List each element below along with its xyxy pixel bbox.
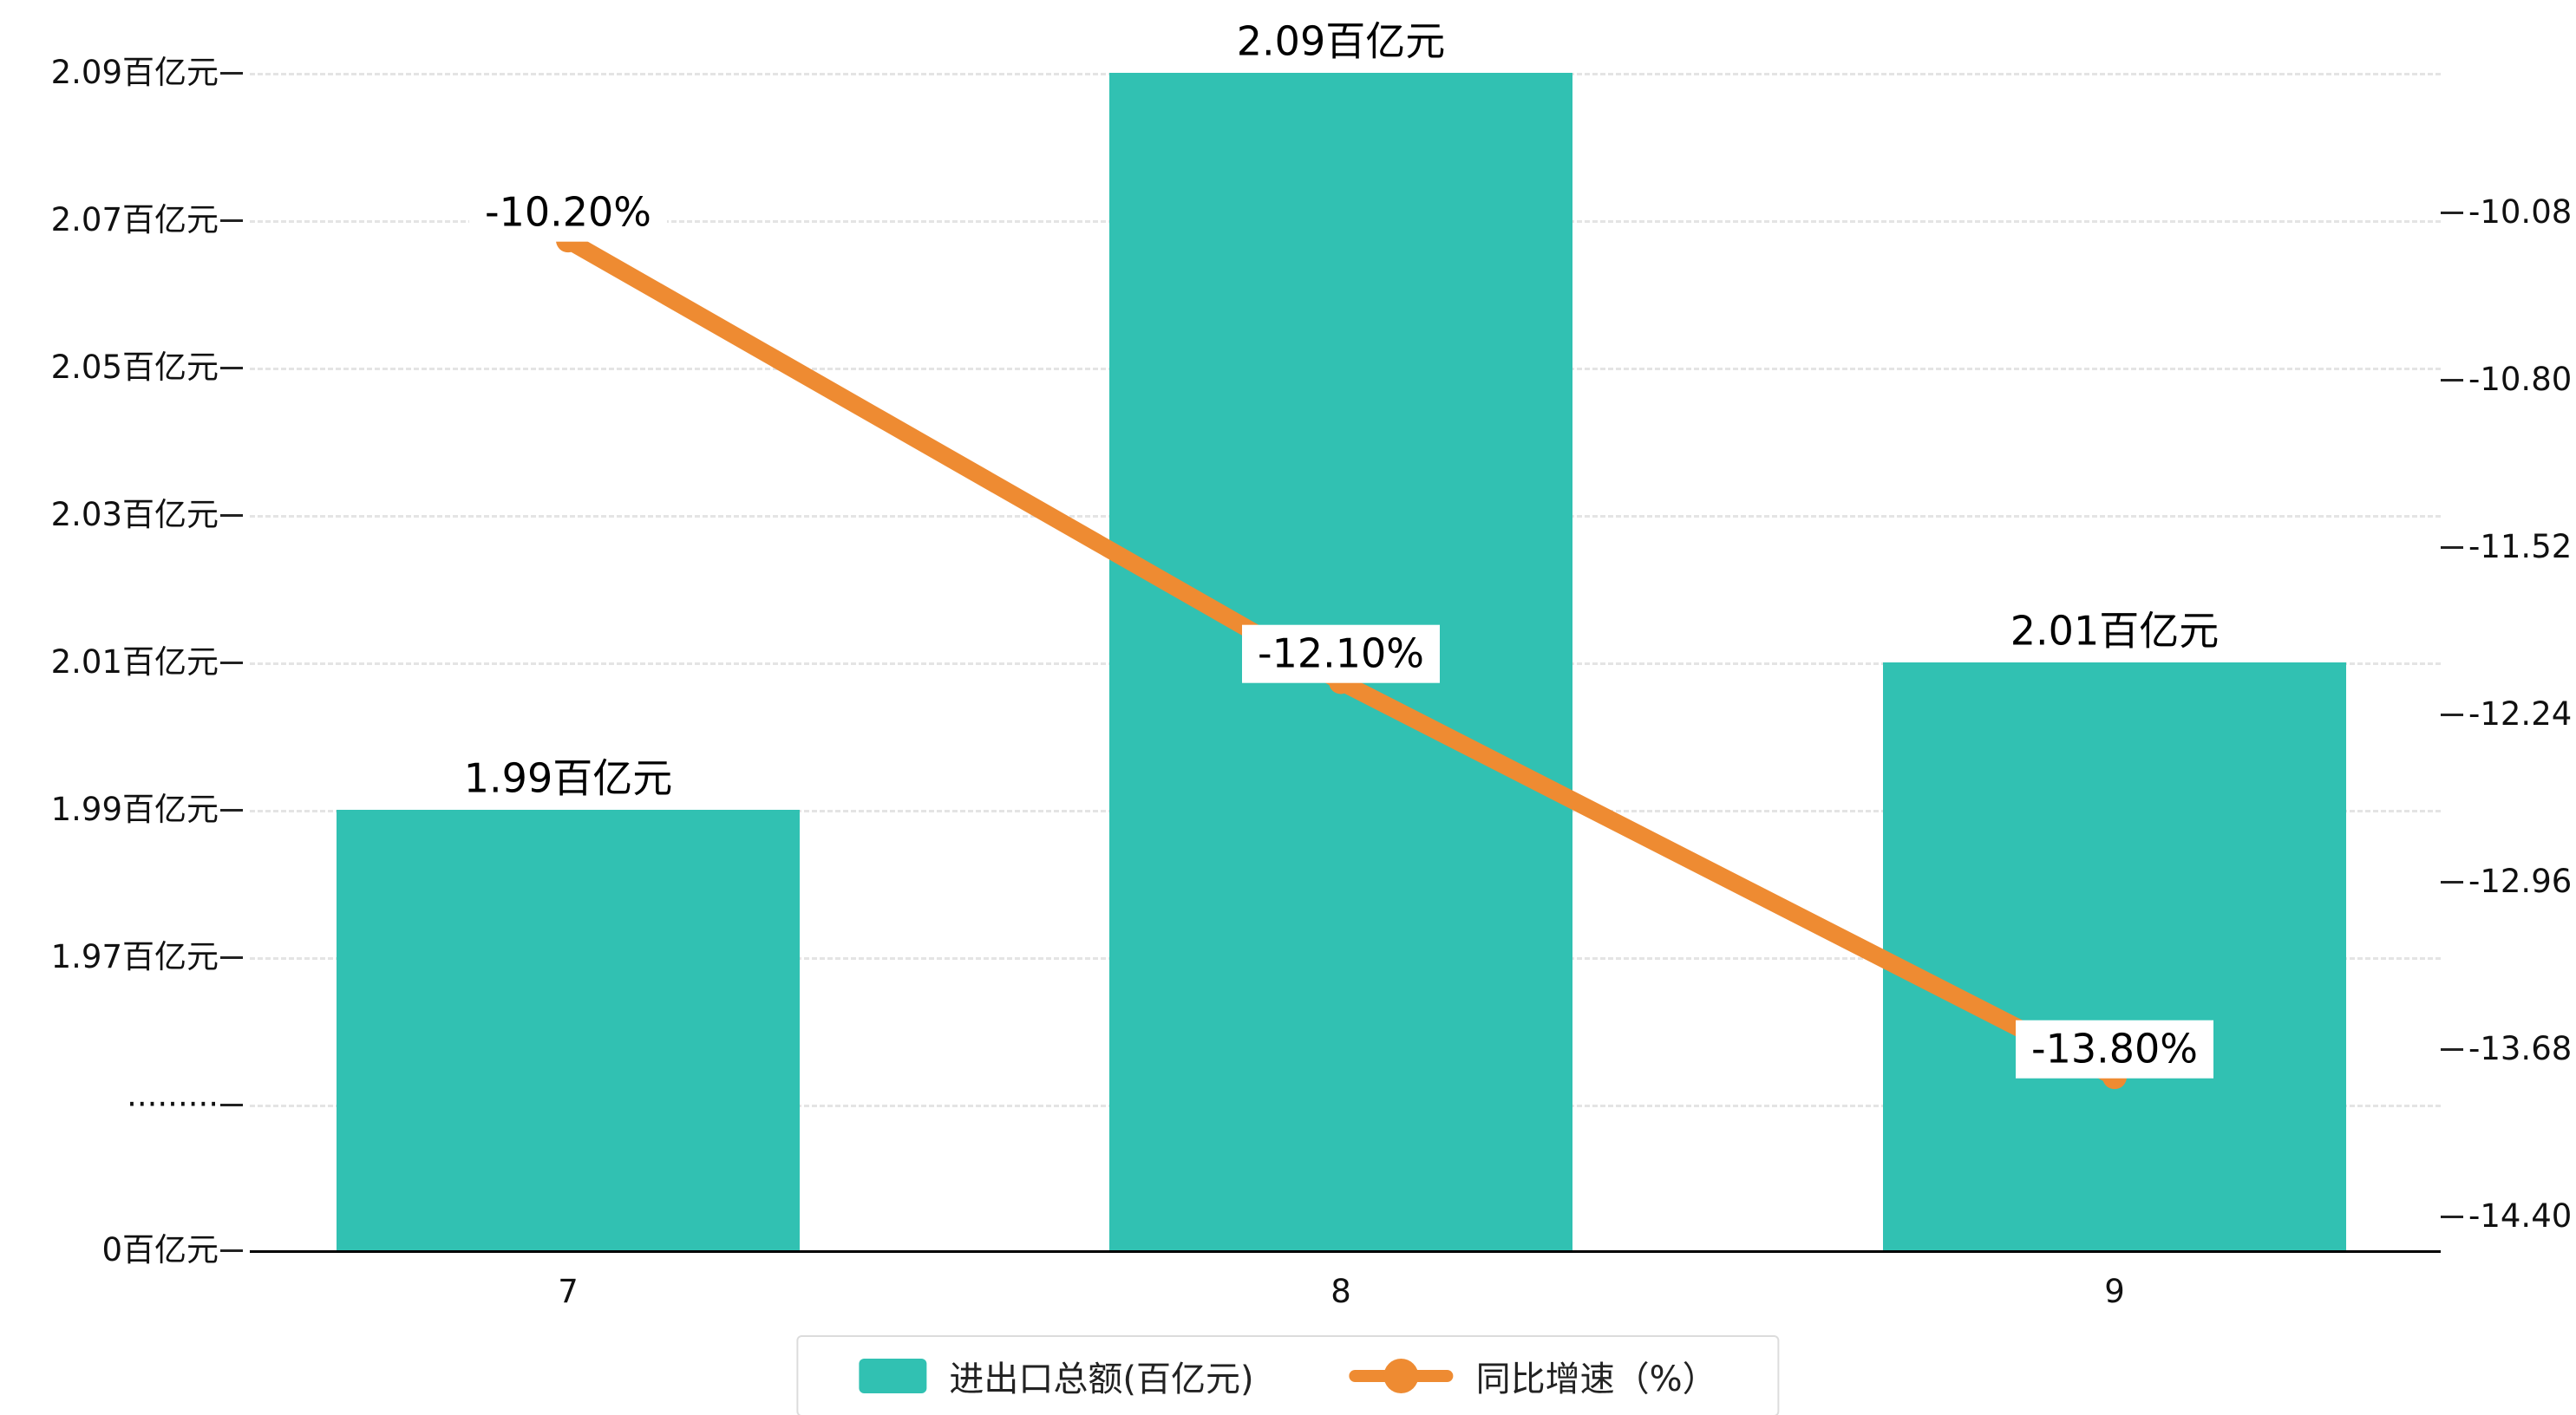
left-axis-tick (220, 219, 243, 222)
right-axis-label: -12.24 (2468, 695, 2573, 733)
x-axis-label: 8 (1330, 1273, 1351, 1310)
right-axis-tick (2441, 1216, 2463, 1218)
left-axis-tick (220, 809, 243, 812)
bar-series-swatch-icon (859, 1359, 927, 1393)
legend: 进出口总额(百亿元) 同比增速（%） (796, 1335, 1780, 1415)
line-value-label: -12.10% (1242, 625, 1440, 683)
right-axis-label: -10.80 (2468, 361, 2573, 398)
legend-item-line-series[interactable]: 同比增速（%） (1349, 1351, 1717, 1401)
x-axis-label: 7 (558, 1273, 579, 1310)
line-series-dot-icon (1383, 1359, 1419, 1393)
line-series-swatch-icon (1349, 1359, 1454, 1393)
left-axis-tick (220, 72, 243, 75)
left-axis-tick (220, 956, 243, 959)
right-axis-tick (2441, 379, 2463, 381)
line-value-label: -10.20% (469, 183, 667, 242)
left-axis-label: 1.97百亿元 (50, 938, 219, 975)
left-axis-label: 1.99百亿元 (50, 791, 219, 828)
left-axis-tick (220, 367, 243, 369)
right-axis-label: -11.52 (2468, 528, 2573, 565)
x-axis-label: 9 (2104, 1273, 2125, 1310)
left-axis-label: 0百亿元 (101, 1231, 219, 1268)
bar-month-7 (337, 810, 800, 1250)
line-series-legend-label: 同比增速（%） (1475, 1360, 1717, 1399)
bar-value-label: 2.01百亿元 (1994, 602, 2235, 661)
bar-month-9 (1883, 662, 2346, 1250)
right-axis-tick (2441, 212, 2463, 214)
left-axis-label: 2.03百亿元 (50, 496, 219, 533)
left-axis-tick (220, 1104, 243, 1106)
legend-item-bar-series[interactable]: 进出口总额(百亿元) (859, 1351, 1254, 1401)
x-axis-line (250, 1250, 2441, 1253)
left-axis-tick (220, 662, 243, 664)
left-axis-tick (220, 514, 243, 517)
left-axis-tick (220, 1249, 243, 1252)
right-axis-tick (2441, 1048, 2463, 1051)
bar-value-label: 2.09百亿元 (1220, 12, 1461, 71)
left-axis-label: 2.09百亿元 (50, 54, 219, 91)
bar-value-label: 1.99百亿元 (448, 749, 689, 808)
line-value-label: -13.80% (2016, 1020, 2213, 1079)
right-axis-tick (2441, 546, 2463, 549)
left-axis-label: 2.07百亿元 (50, 201, 219, 238)
left-axis-label: 2.05百亿元 (50, 349, 219, 386)
left-axis-label: ········· (127, 1086, 219, 1123)
right-axis-label: -10.08 (2468, 193, 2573, 231)
left-axis-label: 2.01百亿元 (50, 643, 219, 681)
right-axis-label: -14.40 (2468, 1197, 2573, 1235)
right-axis-label: -12.96 (2468, 863, 2573, 900)
right-axis-label: -13.68 (2468, 1030, 2573, 1067)
right-axis-tick (2441, 714, 2463, 716)
bar-series-legend-label: 进出口总额(百亿元) (949, 1360, 1254, 1399)
right-axis-tick (2441, 881, 2463, 884)
